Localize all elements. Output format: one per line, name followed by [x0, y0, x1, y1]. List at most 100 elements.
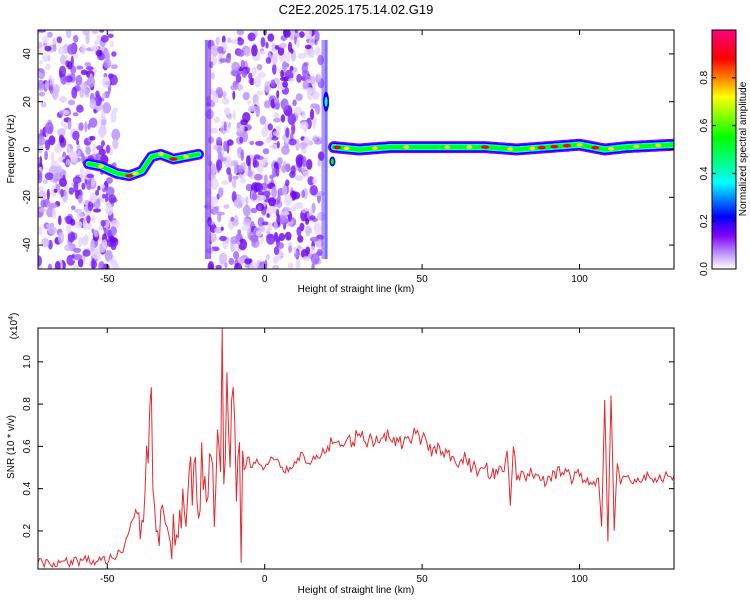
noise-blob [111, 128, 121, 141]
noise-blob [290, 48, 294, 54]
noise-blob [63, 123, 68, 130]
noise-blob [252, 66, 257, 77]
noise-blob [105, 144, 111, 154]
noise-blob [91, 248, 101, 260]
noise-blob [259, 194, 267, 201]
snr-y-tick-label: 0.4 [22, 481, 33, 495]
noise-blob [285, 179, 290, 187]
colorbar-gradient [711, 29, 737, 270]
noise-blob [89, 135, 96, 141]
snr-panel: -50 0 50 100 0.2 0.4 0.6 0.8 1.0 Height of strai… [6, 313, 675, 596]
noise-blob [73, 181, 79, 193]
noise-blob [294, 106, 303, 115]
noise-blob [57, 128, 66, 137]
noise-blob [207, 261, 215, 269]
noise-blob [70, 205, 76, 211]
noise-blob [307, 176, 315, 186]
noise-blob [299, 142, 307, 150]
noise-blob [82, 249, 91, 257]
noise-blob [256, 63, 263, 71]
colorbar-tick-label: 0.8 [699, 70, 710, 84]
noise-blob [231, 178, 237, 189]
noise-blob [273, 236, 281, 243]
ridge-hotspot [576, 142, 583, 147]
noise-blob [257, 72, 266, 78]
noise-blob [67, 43, 76, 55]
snr-x-tick-label: 100 [571, 574, 588, 585]
noise-blob [38, 41, 43, 49]
noise-blob [38, 255, 42, 267]
noise-blob [110, 111, 117, 123]
noise-blob [244, 263, 251, 268]
snr-ticks: -50 0 50 100 0.2 0.4 0.6 0.8 1.0 [22, 328, 674, 585]
noise-blob [286, 51, 290, 63]
noise-blob [57, 46, 65, 55]
noise-blob [273, 112, 280, 119]
noise-blob [315, 46, 321, 57]
noise-blob [293, 246, 297, 254]
noise-blob [288, 138, 297, 146]
noise-blob [270, 144, 279, 150]
ridge-hotspot [333, 145, 342, 150]
noise-blob [240, 177, 246, 184]
noise-blob [223, 121, 227, 132]
noise-blob [111, 220, 120, 228]
noise-blob [88, 117, 98, 128]
noise-blob [95, 49, 103, 57]
spectrogram-y-tick-label: 40 [22, 48, 33, 60]
noise-blob [301, 110, 306, 119]
noise-blob [277, 46, 285, 56]
noise-blob [52, 44, 57, 52]
noise-blob [267, 222, 273, 231]
noise-blob [111, 51, 117, 57]
spectrogram-x-tick-label: 0 [262, 274, 268, 285]
noise-blob [38, 186, 44, 192]
noise-blob [210, 178, 219, 190]
noise-blob [312, 135, 318, 142]
noise-blob [93, 229, 99, 238]
noise-blob [99, 115, 107, 128]
noise-blob [271, 186, 277, 198]
noise-blob [79, 89, 85, 98]
noise-blob [301, 62, 308, 75]
noise-blob [218, 252, 228, 265]
noise-blob [257, 190, 265, 196]
spectrogram-x-tick-label: 50 [417, 274, 429, 285]
noise-blob [260, 37, 266, 48]
noise-blob [307, 89, 313, 101]
noise-blob [39, 156, 43, 168]
noise-blob [265, 41, 269, 49]
ridge-hotspot [633, 144, 640, 149]
noise-blob [48, 202, 58, 209]
noise-blob [77, 149, 81, 158]
noise-blob [281, 165, 287, 174]
noise-blob [244, 258, 252, 265]
noise-blob [219, 157, 227, 162]
noise-blob [255, 140, 264, 146]
noise-blob [38, 173, 43, 184]
noise-blob [59, 96, 68, 103]
ridge-hotspot [507, 147, 514, 151]
noise-blob [90, 240, 95, 252]
noise-blob [261, 160, 266, 167]
noise-blob [303, 170, 310, 178]
noise-blob [263, 190, 271, 198]
noise-blob [300, 249, 309, 259]
noise-blob [276, 90, 280, 99]
noise-blob [224, 107, 231, 116]
noise-blob [38, 245, 41, 255]
noise-blob [108, 259, 117, 265]
noise-blob [86, 215, 91, 224]
noise-blob [287, 113, 296, 126]
noise-blob [94, 94, 102, 107]
noise-blob [273, 117, 281, 123]
heatmap-plot-area [38, 30, 674, 269]
noise-blob [255, 105, 260, 118]
noise-blob [310, 253, 320, 265]
noise-blob [99, 30, 105, 33]
noise-blob [107, 33, 114, 38]
noise-blob [267, 33, 275, 42]
noise-blob [311, 263, 315, 269]
noise-blob [302, 256, 310, 262]
noise-blob [261, 221, 269, 226]
